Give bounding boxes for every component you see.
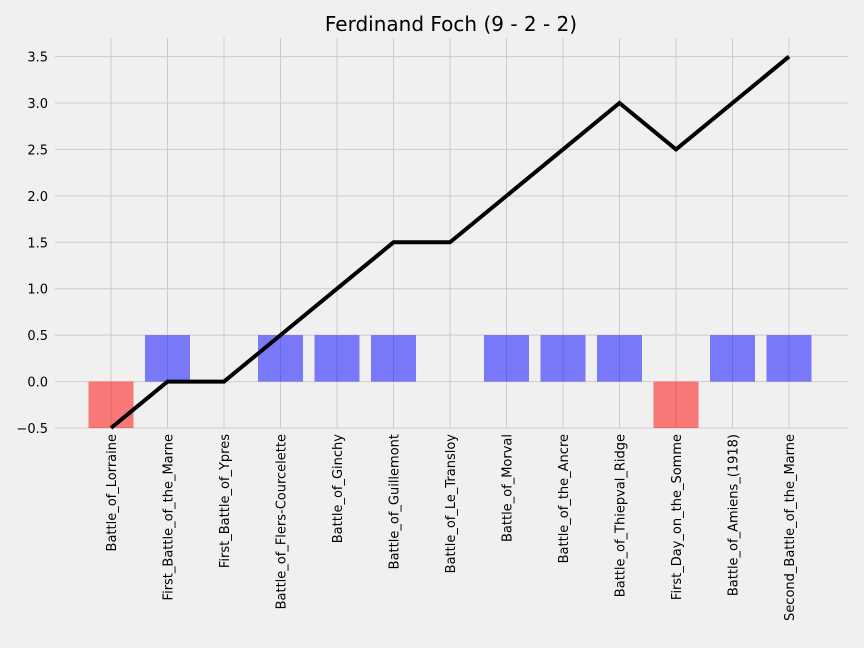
cumulative-line xyxy=(109,55,791,430)
y-tick-label: 3.5 xyxy=(27,51,48,66)
bar xyxy=(314,335,360,382)
y-tick-label: 2.5 xyxy=(27,143,48,158)
bar xyxy=(540,335,586,382)
bar xyxy=(653,381,699,428)
bar xyxy=(597,335,642,382)
line-layer xyxy=(109,55,791,430)
x-tick-label: Battle_of_Lorraine xyxy=(105,434,120,551)
x-tick-label: First_Battle_of_Ypres xyxy=(218,434,233,568)
y-tick-label: 1.5 xyxy=(27,236,48,251)
x-tick-label: First_Battle_of_the_Marne xyxy=(162,434,177,600)
x-tick-label: Battle_of_Ginchy xyxy=(331,434,346,544)
x-tick-label: Battle_of_the_Ancre xyxy=(557,434,572,563)
x-tick-label: Battle_of_Guillemont xyxy=(388,434,403,569)
y-axis-ticks: −0.5 0.0 0.5 1.0 1.5 2.0 2.5 3.0 3.5 xyxy=(16,51,48,437)
bar xyxy=(710,335,755,382)
bar xyxy=(88,381,134,428)
x-axis-ticks: Battle_of_Lorraine First_Battle_of_the_Ma… xyxy=(105,434,798,621)
y-tick-label: 2.0 xyxy=(27,190,48,205)
chart-title: Ferdinand Foch (9 - 2 - 2) xyxy=(325,12,577,36)
x-tick-label: Battle_of_Flers-Courcelette xyxy=(275,434,290,609)
bar xyxy=(766,335,812,382)
y-tick-label: 1.0 xyxy=(27,283,48,298)
bar xyxy=(258,335,303,382)
x-tick-label: Battle_of_Le_Transloy xyxy=(444,434,459,574)
y-tick-label: 0.5 xyxy=(27,329,48,344)
bar-layer xyxy=(88,335,812,428)
y-tick-label: 3.0 xyxy=(27,97,48,112)
bar xyxy=(145,335,190,382)
x-tick-label: Battle_of_Morval xyxy=(501,434,516,542)
bar xyxy=(484,335,529,382)
x-tick-label: Battle_of_Amiens_(1918) xyxy=(727,434,742,596)
y-tick-label: 0.0 xyxy=(27,376,48,391)
y-tick-label: −0.5 xyxy=(16,422,48,437)
x-tick-label: Battle_of_Thiepval_Ridge xyxy=(614,434,629,597)
bar xyxy=(371,335,416,382)
x-tick-label: First_Day_on_the_Somme xyxy=(670,434,685,600)
x-tick-label: Second_Battle_of_the_Marne xyxy=(783,434,798,621)
